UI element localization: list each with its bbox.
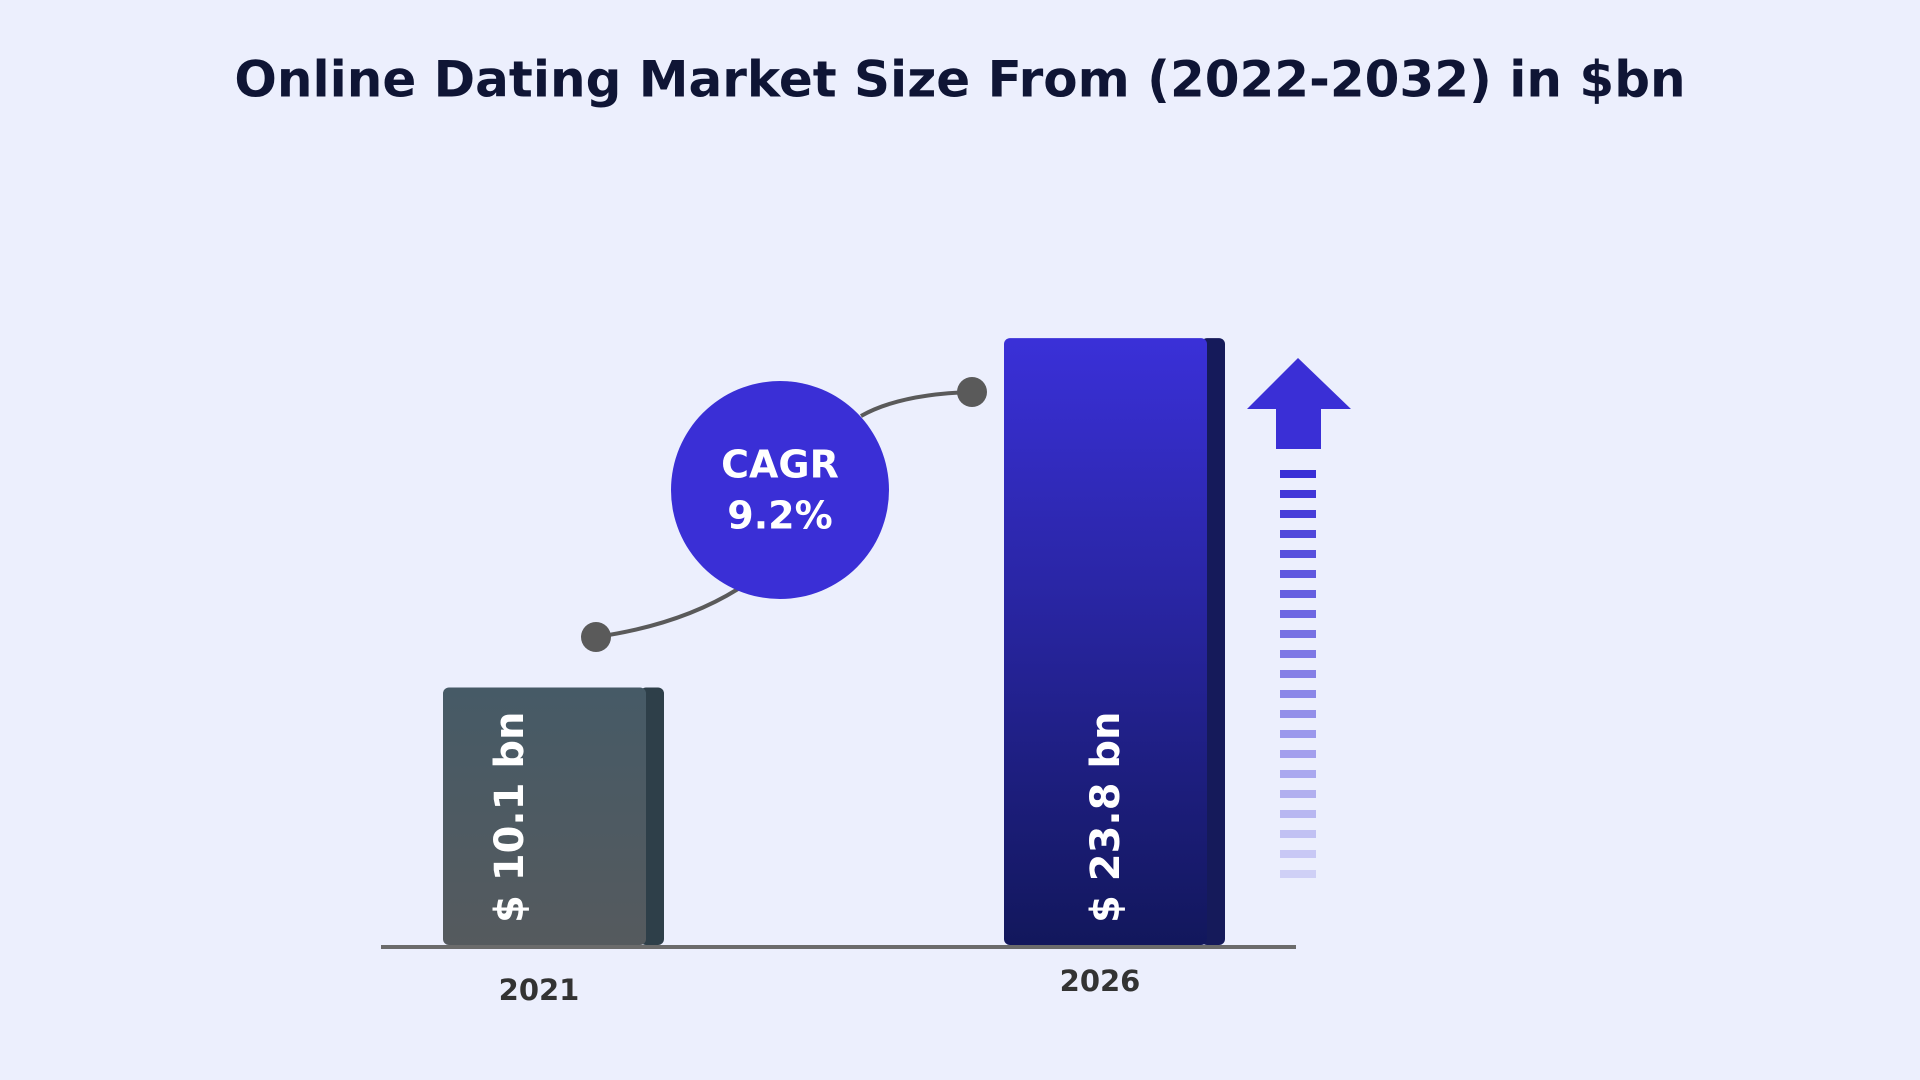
trail-dash (1280, 770, 1316, 778)
chart-title: Online Dating Market Size From (2022-203… (234, 51, 1685, 109)
value-label: $ 23.8 bn (1083, 712, 1129, 923)
bar-group (1004, 338, 1225, 946)
trail-dash (1280, 570, 1316, 578)
trail-dash (1280, 730, 1316, 738)
trail-dash (1280, 690, 1316, 698)
cagr-value: 9.2% (727, 494, 832, 538)
trail-dash (1280, 750, 1316, 758)
trail-dash (1280, 530, 1316, 538)
arrow-trail (1280, 470, 1316, 878)
trail-dash (1280, 790, 1316, 798)
trail-dash (1280, 490, 1316, 498)
trail-dash (1280, 650, 1316, 658)
connector (595, 587, 740, 639)
trail-dash (1280, 850, 1316, 858)
bar (1004, 338, 1207, 946)
connector-dot (581, 622, 611, 652)
trail-dash (1280, 470, 1316, 478)
trail-dash (1280, 810, 1316, 818)
trail-dash (1280, 610, 1316, 618)
trail-dash (1280, 830, 1316, 838)
trail-dash (1280, 710, 1316, 718)
bar (443, 687, 646, 945)
growth-arrow (1247, 358, 1351, 449)
trail-dash (1280, 670, 1316, 678)
cagr-badge (671, 381, 889, 599)
x-tick-label: 2026 (1060, 964, 1141, 998)
trail-dash (1280, 510, 1316, 518)
value-label: $ 10.1 bn (487, 712, 533, 923)
x-tick-label: 2021 (499, 973, 580, 1007)
trail-dash (1280, 630, 1316, 638)
connector-dot (957, 377, 987, 407)
cagr-label: CAGR (721, 443, 839, 487)
trail-dash (1280, 870, 1316, 878)
bar-group (443, 687, 664, 945)
trail-dash (1280, 550, 1316, 558)
trail-dash (1280, 590, 1316, 598)
